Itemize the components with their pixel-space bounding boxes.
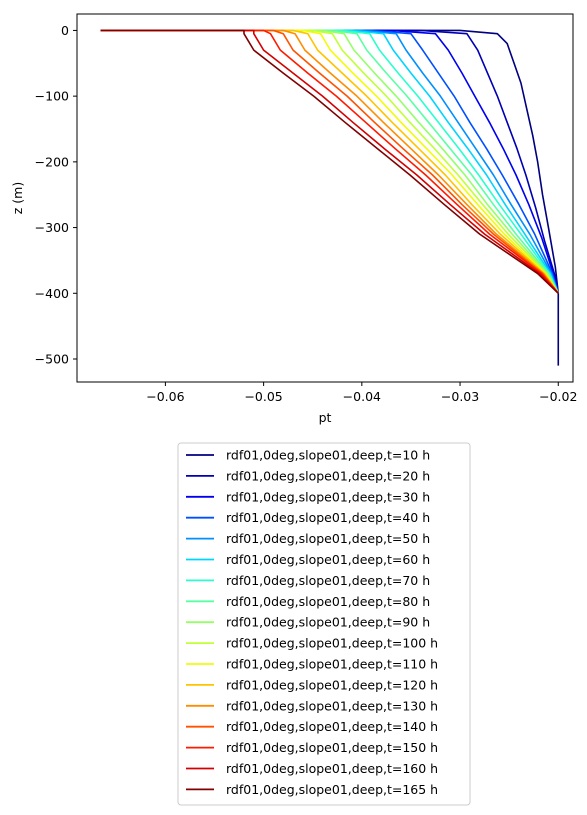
legend-label: rdf01,0deg,slope01,deep,t=90 h — [226, 615, 430, 630]
series-line-5 — [100, 29, 560, 294]
y-tick-label: −200 — [35, 154, 69, 169]
legend-label: rdf01,0deg,slope01,deep,t=130 h — [226, 698, 438, 713]
legend-label: rdf01,0deg,slope01,deep,t=20 h — [226, 468, 430, 483]
y-tick-label: −500 — [35, 352, 69, 367]
y-axis: 0 −100 −200 −300 −400 −500 — [35, 23, 77, 367]
series-line-17 — [100, 29, 559, 294]
x-tick-label: −0.03 — [441, 389, 479, 404]
legend-label: rdf01,0deg,slope01,deep,t=100 h — [226, 636, 438, 651]
legend-label: rdf01,0deg,slope01,deep,t=70 h — [226, 573, 430, 588]
series-line-9 — [100, 29, 559, 294]
x-tick-label: −0.06 — [146, 389, 184, 404]
legend-label: rdf01,0deg,slope01,deep,t=140 h — [226, 719, 438, 734]
series-layer — [100, 29, 560, 366]
legend: rdf01,0deg,slope01,deep,t=10 h rdf01,0deg… — [177, 442, 471, 806]
x-tick-label: −0.05 — [244, 389, 282, 404]
series-line-7 — [100, 29, 560, 294]
series-line-2 — [100, 29, 560, 294]
series-line-16 — [100, 29, 559, 294]
series-line-6 — [100, 29, 560, 294]
y-tick-label: −400 — [35, 286, 69, 301]
series-line-15 — [100, 29, 559, 294]
series-line-8 — [100, 29, 559, 294]
x-tick-label: −0.02 — [539, 389, 577, 404]
y-tick-label: −300 — [35, 220, 69, 235]
series-line-13 — [100, 29, 559, 294]
x-axis: −0.06 −0.05 −0.04 −0.03 −0.02 — [146, 382, 577, 404]
series-line-12 — [100, 29, 559, 294]
legend-label: rdf01,0deg,slope01,deep,t=40 h — [226, 510, 430, 525]
legend-label: rdf01,0deg,slope01,deep,t=10 h — [226, 448, 430, 463]
series-line-11 — [100, 29, 559, 294]
legend-label: rdf01,0deg,slope01,deep,t=30 h — [226, 489, 430, 504]
x-tick-label: −0.04 — [343, 389, 381, 404]
legend-label: rdf01,0deg,slope01,deep,t=120 h — [226, 677, 438, 692]
x-axis-label: pt — [319, 410, 332, 425]
legend-label: rdf01,0deg,slope01,deep,t=60 h — [226, 552, 430, 567]
legend-label: rdf01,0deg,slope01,deep,t=165 h — [226, 782, 438, 797]
series-line-3 — [100, 29, 560, 294]
series-line-1 — [100, 29, 560, 366]
y-tick-label: −100 — [35, 89, 69, 104]
y-axis-label: z (m) — [10, 182, 25, 214]
legend-label: rdf01,0deg,slope01,deep,t=160 h — [226, 761, 438, 776]
series-line-14 — [100, 29, 559, 294]
legend-label: rdf01,0deg,slope01,deep,t=80 h — [226, 594, 430, 609]
legend-frame — [177, 442, 471, 806]
legend-label: rdf01,0deg,slope01,deep,t=110 h — [226, 657, 438, 672]
legend-label: rdf01,0deg,slope01,deep,t=50 h — [226, 531, 430, 546]
series-line-10 — [100, 29, 559, 294]
series-line-4 — [100, 29, 560, 294]
plot-frame — [76, 13, 574, 383]
legend-label: rdf01,0deg,slope01,deep,t=150 h — [226, 740, 438, 755]
y-tick-label: 0 — [61, 23, 69, 38]
